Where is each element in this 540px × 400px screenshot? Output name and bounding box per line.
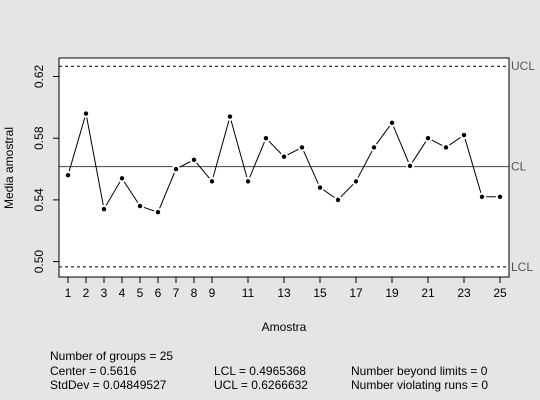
data-point — [371, 145, 377, 150]
data-point — [425, 135, 431, 141]
x-tick-label: 1 — [65, 286, 72, 300]
control-label-lcl: LCL — [511, 260, 533, 274]
stat-number-of-groups: Number of groups = 25 — [50, 349, 174, 363]
x-tick-label: 8 — [191, 286, 198, 300]
x-tick-label: 13 — [277, 286, 291, 300]
data-point — [497, 194, 503, 200]
data-point — [479, 194, 485, 200]
x-tick-label: 15 — [313, 286, 327, 300]
stat-ucl: UCL = 0.6266632 — [214, 378, 308, 392]
y-tick-label: 0.54 — [32, 188, 46, 212]
data-point — [317, 185, 323, 190]
data-point — [155, 210, 161, 215]
data-point — [461, 132, 467, 138]
data-point — [353, 179, 359, 184]
control-label-cl: CL — [511, 160, 527, 174]
x-tick-label: 11 — [242, 286, 255, 300]
plot-frame — [58, 57, 510, 278]
plot-area — [59, 58, 509, 277]
stat-stddev: StdDev = 0.04849527 — [50, 378, 167, 392]
data-point — [65, 173, 71, 178]
data-point — [101, 206, 107, 212]
data-point — [281, 154, 287, 159]
y-tick-label: 0.58 — [32, 126, 46, 150]
x-tick-label: 23 — [457, 286, 471, 300]
x-tick-label: 19 — [385, 286, 399, 300]
data-point — [119, 176, 125, 181]
data-point — [299, 145, 305, 150]
data-series — [63, 109, 505, 217]
y-tick-label: 0.62 — [32, 65, 46, 89]
x-tick-label: 3 — [101, 286, 108, 300]
data-point — [263, 135, 269, 141]
data-point — [191, 157, 197, 162]
x-tick-label: 5 — [137, 286, 144, 300]
control-label-ucl: UCL — [511, 59, 535, 73]
y-tick-label: 0.50 — [32, 250, 46, 274]
x-tick-label: 6 — [155, 286, 162, 300]
x-tick-label: 2 — [83, 286, 90, 300]
data-point — [137, 203, 143, 209]
x-tick-label: 25 — [493, 286, 507, 300]
stat-beyond-limits: Number beyond limits = 0 — [351, 364, 488, 378]
data-point — [335, 197, 341, 203]
y-axis-label: Media amostral — [2, 127, 16, 209]
x-axis-label: Amostra — [262, 320, 307, 334]
data-point — [407, 163, 413, 169]
stat-violating-runs: Number violating runs = 0 — [351, 378, 489, 392]
data-point — [227, 114, 233, 119]
data-point — [443, 145, 449, 150]
data-point — [173, 166, 179, 172]
control-lines — [59, 65, 509, 268]
stat-center: Center = 0.5616 — [50, 364, 137, 378]
x-tick-label: 7 — [173, 286, 180, 300]
data-point — [209, 179, 215, 184]
x-tick-label: 17 — [349, 286, 363, 300]
x-tick-label: 21 — [421, 286, 435, 300]
stat-lcl: LCL = 0.4965368 — [214, 364, 306, 378]
data-point — [83, 111, 89, 116]
data-point — [389, 120, 395, 125]
x-tick-label: 4 — [119, 286, 126, 300]
data-point — [245, 179, 251, 184]
x-tick-label: 9 — [209, 286, 216, 300]
